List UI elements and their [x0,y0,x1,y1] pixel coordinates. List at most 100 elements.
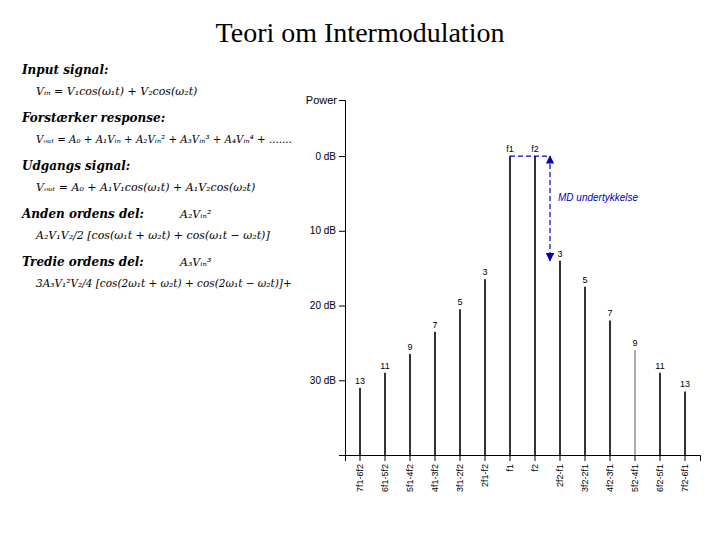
tick-mark [560,455,561,461]
text-formula: Vₒᵤₜ = A₀ + A₁Vᵢₙ + A₂Vᵢₙ² + A₃Vᵢₙ³ + A₄… [36,133,292,145]
bar-label: 9 [407,342,412,352]
plot-marks [360,156,685,455]
tick: 3f1-2f2 [455,455,465,492]
tick-mark [660,455,661,461]
text-heading: Tredie ordens del: [22,255,144,269]
text-panel: Input signal: Vᵢₙ = V₁cos(ω₁t) + V₂cos(ω₂… [21,63,292,289]
annotation-label: MD undertykkelse [558,192,638,203]
tick-label: 3f2-2f1 [580,464,590,492]
text-heading: Forstærker response: [21,111,165,125]
tick: 5f1-4f2 [405,455,415,492]
tick-label: 3f1-2f2 [455,464,465,492]
tick-label: f1 [505,464,515,472]
tick-label: 7f2-6f1 [680,464,690,492]
tick-label: 30 dB [310,375,336,386]
tick: 0 dB [315,151,345,162]
tick-mark [610,455,611,461]
bar-label: 13 [355,376,365,386]
tick-mark [339,380,345,381]
tick-mark [635,455,636,461]
stem [559,261,561,455]
tick-label: 5f1-4f2 [405,464,415,492]
tick-label: 2f1-f2 [480,464,490,487]
text-formula: A₂Vᵢₙ² [179,208,211,221]
stem [509,156,511,455]
x-axis: 7f1-6f2 6f1-5f2 5f1-4f2 4f1-3f2 3f1-2f2 2f1-f… [346,455,701,492]
bar-label: 7 [432,320,437,330]
axis-line [346,456,701,462]
tick: 6f1-5f2 [380,455,390,492]
tick-mark [339,306,345,307]
bar-label: 5 [582,275,587,285]
bar-label: 11 [380,361,389,371]
title: Teori om Intermodulation [216,17,505,48]
text-formula: Vᵢₙ = V₁cos(ω₁t) + V₂cos(ω₂t) [36,85,197,98]
tick-label: 2f2-f1 [555,464,565,487]
tick-label: 7f1-6f2 [355,464,365,492]
bar-label: 9 [632,338,637,348]
tick: f1 [505,455,515,472]
bar-label: 3 [482,267,487,277]
stem [384,373,386,455]
tick: 30 dB [310,375,345,386]
tick: 3f2-2f1 [580,455,590,492]
axis-line [339,101,346,456]
tick-label: 10 dB [310,225,336,236]
annotation-dashed-line [510,155,550,156]
tick-label: 0 dB [315,151,336,162]
text-formula: 3A₃V₁²V₂/4 [cos(2ω₁t + ω₂t) + cos(2ω₁t −… [36,277,292,289]
tick: 2f2-f1 [555,455,565,487]
tick-label: 4f1-3f2 [430,464,440,492]
stem [409,354,411,455]
text-heading: Input signal: [21,63,108,77]
tick: 4f2-3f1 [605,455,615,492]
tick-label: 4f2-3f1 [605,464,615,492]
bar-label: 3 [557,249,562,259]
text-formula: A₂V₁V₂/2 [cos(ω₁t + ω₂t) + cos(ω₁t − ω₂t… [35,229,270,242]
bar-labels: 13119753f1f235791113 [355,144,690,389]
stem [634,350,636,455]
text-heading: Anden ordens del: [21,207,144,221]
tick: 5f2-4f1 [630,455,640,492]
tick-mark [685,455,686,461]
tick-mark [535,455,536,461]
tick: f2 [530,455,540,472]
bar-label: 7 [607,308,612,318]
bar-label: f2 [531,144,539,154]
tick-label: 6f2-5f1 [655,464,665,492]
tick: 10 dB [310,225,345,236]
tick-mark [510,455,511,461]
tick: 2f1-f2 [480,455,490,487]
stem [659,373,661,455]
bar-label: 13 [680,379,690,389]
y-axis: 0 dB 10 dB 20 dB 30 dB [310,101,346,456]
tick-label: 6f1-5f2 [380,464,390,492]
tick: 6f2-5f1 [655,455,665,492]
axis-title: Power [306,94,338,106]
annotation-arrow [549,156,550,261]
stem [534,156,536,455]
bar-label: 5 [457,297,462,307]
tick-label: f2 [530,464,540,472]
chart-root: Teori om Intermodulation Input signal: Vᵢₙ… [0,0,720,540]
bar-label: f1 [506,144,514,154]
tick-label: 20 dB [310,300,336,311]
stem [684,391,686,455]
tick-mark [385,455,386,461]
text-formula: A₃Vᵢₙ³ [179,256,211,269]
annotation [510,156,550,261]
stem [459,309,461,455]
tick-mark [339,231,345,232]
tick-mark [460,455,461,461]
stem [584,287,586,455]
stem [434,332,436,455]
tick: 20 dB [310,300,345,311]
text-formula: Vₒᵤₜ = A₀ + A₁V₁cos(ω₁t) + A₁V₂cos(ω₂t) [36,181,255,194]
stem [484,279,486,455]
tick-mark [339,156,345,157]
tick: 4f1-3f2 [430,455,440,492]
stem [359,388,361,455]
tick-mark [360,455,361,461]
tick-mark [485,455,486,461]
stem [609,320,611,455]
